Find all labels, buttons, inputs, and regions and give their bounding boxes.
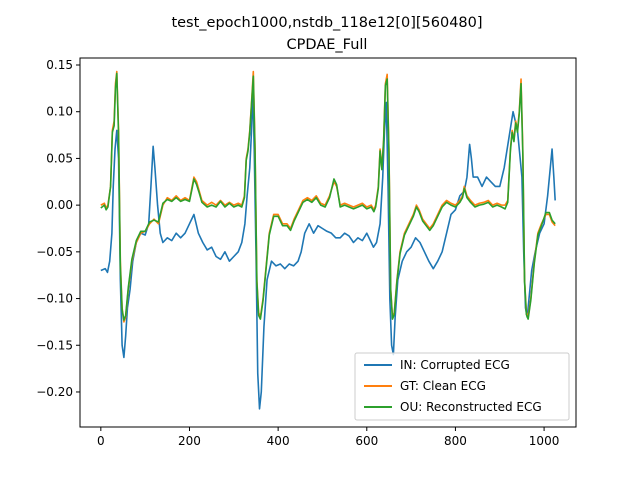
- x-axis: 0 200 400 600 800 1000: [97, 427, 559, 448]
- x-tick-label: 0: [97, 434, 105, 448]
- x-tick-label: 200: [178, 434, 201, 448]
- legend-label-ou: OU: Reconstructed ECG: [400, 400, 542, 414]
- y-tick-label: −0.15: [36, 338, 73, 352]
- y-tick-label: −0.10: [36, 292, 73, 306]
- x-tick-label: 400: [267, 434, 290, 448]
- y-tick-label: 0.00: [46, 198, 73, 212]
- x-tick-label: 1000: [529, 434, 560, 448]
- legend-box: [354, 352, 570, 421]
- plot-frame: [79, 57, 577, 428]
- series-line-2: [100, 72, 556, 321]
- y-tick-label: −0.20: [36, 385, 73, 399]
- legend-label-in: IN: Corrupted ECG: [400, 358, 510, 372]
- series-layer: [100, 70, 556, 410]
- chart-title: test_epoch1000,nstdb_118e12[0][560480]: [171, 15, 482, 31]
- legend-label-gt: GT: Clean ECG: [400, 379, 486, 393]
- y-tick-label: 0.15: [46, 58, 73, 72]
- series-line-0: [100, 87, 556, 410]
- x-tick-label: 800: [444, 434, 467, 448]
- y-tick-label: 0.05: [46, 151, 73, 165]
- y-axis: −0.20 −0.15 −0.10 −0.05 0.00 0.05 0.10 0.15: [36, 58, 80, 399]
- chart-subtitle: CPDAE_Full: [287, 37, 368, 53]
- legend: IN: Corrupted ECG GT: Clean ECG OU: Reco…: [354, 352, 570, 421]
- series-line-1: [100, 70, 556, 323]
- y-tick-label: −0.05: [36, 245, 73, 259]
- x-tick-label: 600: [355, 434, 378, 448]
- y-tick-label: 0.10: [46, 105, 73, 119]
